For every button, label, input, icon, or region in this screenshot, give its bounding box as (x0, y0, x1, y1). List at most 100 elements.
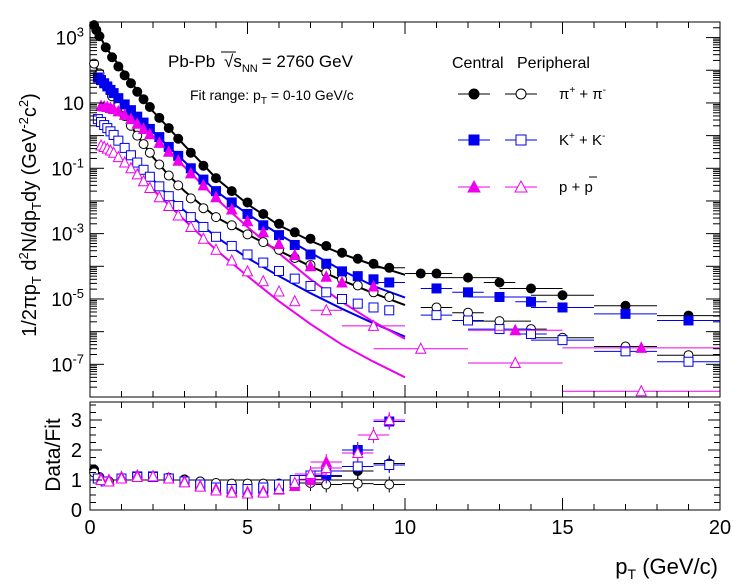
data-point-pion-filled (226, 186, 237, 197)
data-point-pion-open (173, 180, 184, 191)
data-point-kaon-open (154, 181, 165, 192)
data-point-proton-open (635, 384, 648, 397)
data-point-proton-open (414, 342, 427, 354)
data-point-kaon-open (113, 135, 124, 146)
ratio-frame (89, 401, 721, 511)
x-tick-label: 10 (394, 517, 416, 539)
data-point-proton-open (131, 167, 144, 180)
data-point-proton-filled (336, 275, 348, 288)
data-point-pion-filled (463, 272, 473, 283)
data-point-proton-filled (635, 341, 648, 353)
data-point-kaon-filled (557, 302, 568, 313)
legend-header-central: Central (452, 55, 504, 72)
ratio-points (89, 412, 720, 499)
ratio-y-tick-label: 0 (71, 500, 82, 522)
data-point-kaon-filled (384, 277, 395, 288)
data-point-proton-filled (197, 178, 210, 191)
data-point-pion-filled (94, 31, 105, 42)
data-point-pion-filled (185, 147, 196, 158)
data-point-pion-open (89, 58, 100, 69)
data-point-kaon-open (557, 335, 568, 346)
data-point-kaon-open (494, 324, 505, 335)
data-point-proton-filled (367, 279, 380, 292)
ratio-point-proton-open (103, 474, 115, 487)
legend-marker-pion-central (468, 88, 480, 100)
legend-marker-proton-peripheral (514, 179, 528, 193)
spectra-y-tick-label: 10-3 (51, 221, 84, 246)
ratio-point-proton-open (383, 413, 396, 425)
spectra-y-tick-label: 10-7 (51, 351, 84, 376)
fit-range-annotation: Fit range: pT = 0-10 GeV/c (190, 87, 354, 107)
legend-label-pion: π+ + π- (559, 85, 606, 103)
data-point-proton-open (288, 294, 301, 307)
data-point-proton-open (257, 274, 270, 287)
ratio-point-kaon-open (384, 460, 395, 470)
data-point-proton-open (197, 232, 210, 244)
spectra-y-axis-label: 1/2πpT d2N/dpTdy (GeV-2c2) (16, 93, 44, 337)
data-point-kaon-open (198, 221, 209, 232)
ratio-point-proton-open (194, 479, 207, 492)
ratio-point-proton-open (225, 485, 238, 498)
data-point-proton-filled (184, 166, 197, 179)
spectra-y-tick-label: 10 (63, 94, 84, 115)
data-point-kaon-open (132, 157, 143, 168)
legend: π+ + π- K+ + K- p + p (458, 85, 606, 196)
data-point-proton-open (118, 155, 131, 168)
data-point-proton-open (509, 356, 522, 368)
data-point-kaon-open (125, 150, 136, 161)
data-point-kaon-open (258, 257, 269, 268)
data-point-kaon-open (305, 280, 316, 291)
data-point-proton-filled (225, 202, 238, 215)
data-point-proton-open (273, 284, 285, 297)
data-point-kaon-open (384, 305, 395, 316)
data-point-kaon-filled (113, 93, 124, 104)
data-point-pion-filled (368, 258, 379, 269)
ratio-y-tick-label: 3 (71, 410, 82, 432)
data-point-proton-filled (509, 323, 522, 336)
x-tick-label: 5 (242, 517, 253, 539)
data-point-proton-filled (273, 237, 285, 250)
data-point-kaon-open (185, 212, 196, 223)
ratio-point-pion-open (384, 479, 395, 490)
system-annotation: Pb-Pb √sNN = 2760 GeV (168, 52, 354, 75)
ratio-y-axis-label: Data/Fit (42, 418, 65, 492)
data-point-proton-filled (144, 127, 156, 140)
data-point-proton-filled (131, 117, 144, 129)
data-point-proton-open (367, 319, 380, 331)
data-point-kaon-filled (431, 283, 442, 294)
data-point-kaon-filled (620, 308, 631, 319)
data-point-pion-open (242, 229, 253, 240)
data-point-pion-filled (431, 268, 442, 279)
ratio-point-proton-open (178, 475, 191, 488)
data-point-pion-filled (289, 227, 300, 238)
spectra-y-tick-label: 10-1 (51, 155, 84, 180)
data-point-kaon-open (337, 293, 347, 304)
data-point-pion-open (185, 193, 196, 204)
data-point-proton-open (162, 199, 175, 212)
data-point-proton-filled (172, 154, 185, 166)
data-point-pion-open (384, 291, 395, 302)
data-point-kaon-open (242, 249, 253, 260)
data-point-proton-open (210, 243, 222, 255)
ratio-point-proton-open (273, 482, 285, 494)
data-point-kaon-open (163, 191, 174, 202)
data-point-pion-filled (321, 240, 332, 251)
ratio-point-proton-open (210, 483, 222, 496)
legend-marker-proton-central (467, 179, 481, 193)
fit-curve-kaon-central (97, 76, 406, 299)
ratio-point-kaon-open (352, 461, 363, 472)
data-point-pion-filled (144, 102, 155, 113)
data-point-proton-filled (241, 214, 254, 227)
data-point-proton-open (107, 146, 120, 158)
data-point-kaon-open (683, 356, 694, 367)
x-tick-label: 20 (709, 517, 731, 539)
data-point-kaon-filled (526, 296, 536, 307)
data-point-proton-filled (257, 225, 270, 238)
data-point-proton-filled (112, 104, 125, 117)
x-axis-label: pT (GeV/c) (615, 554, 718, 579)
x-tick-label: 15 (551, 517, 573, 539)
data-point-pion-filled (384, 262, 395, 273)
data-point-proton-open (241, 264, 254, 277)
data-point-pion-filled (125, 78, 136, 89)
data-point-kaon-open (321, 287, 332, 298)
